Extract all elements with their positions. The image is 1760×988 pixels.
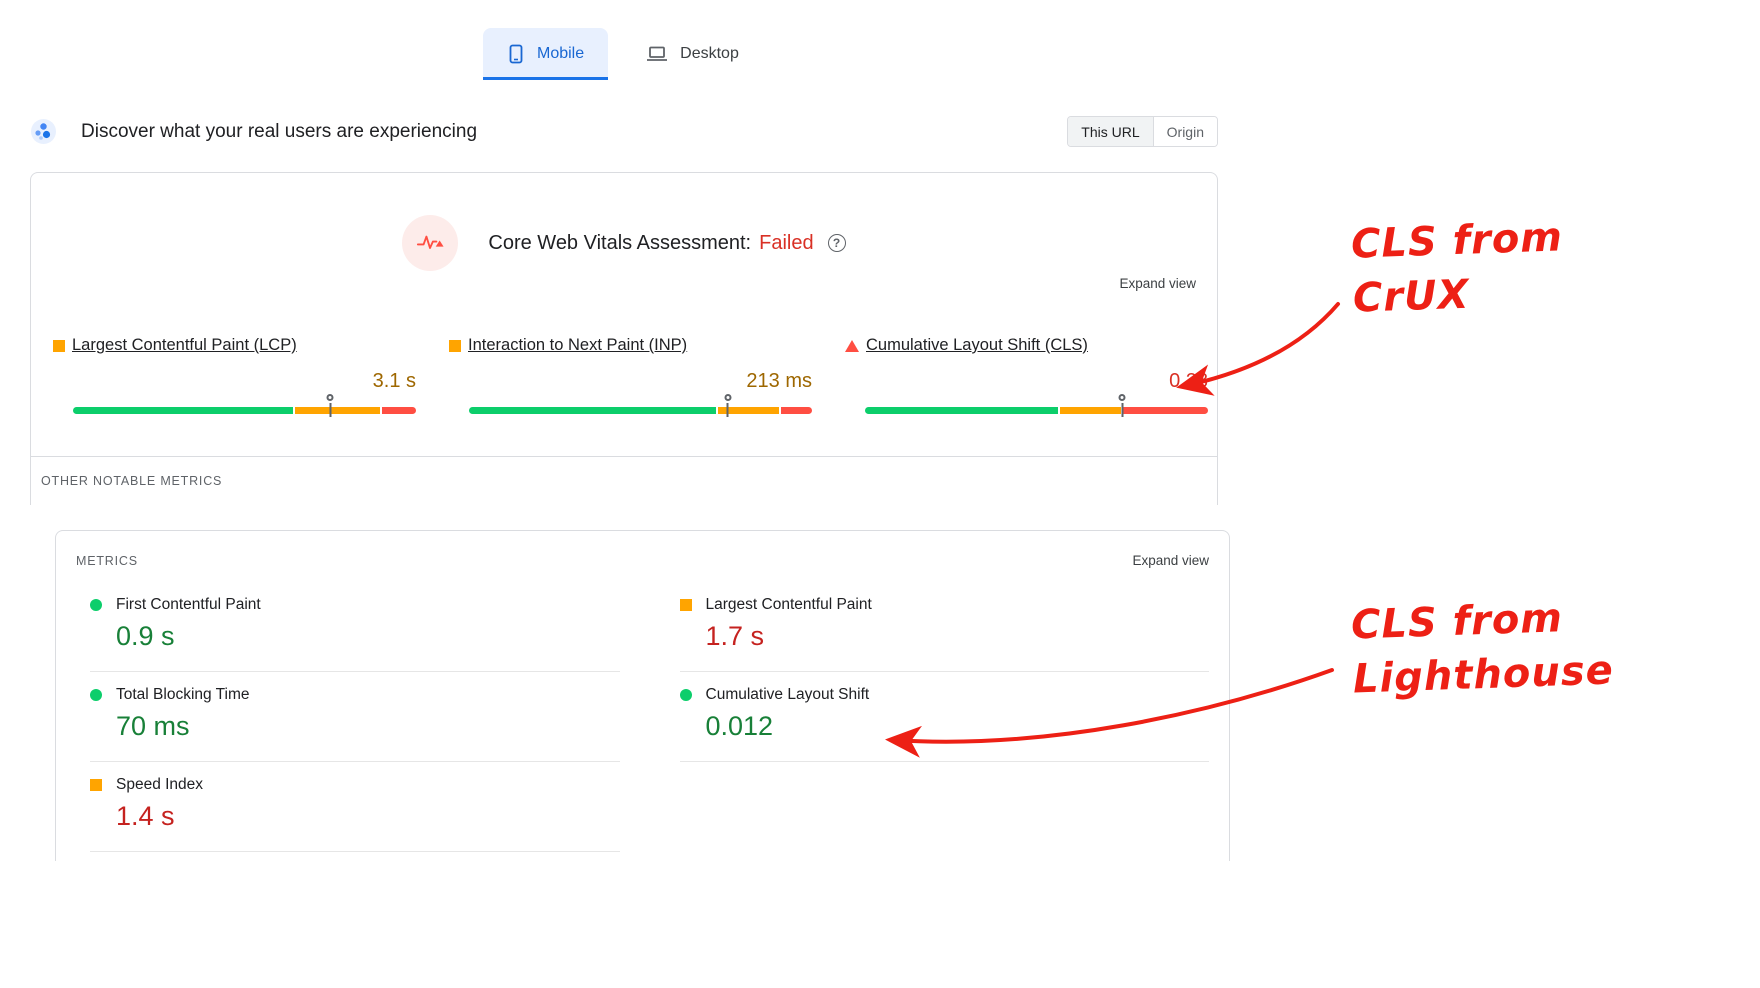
lab-metric-speed-index: Speed Index 1.4 s xyxy=(90,762,620,852)
fcp-status-icon xyxy=(90,599,102,611)
cls-poor-segment xyxy=(1123,407,1208,414)
tab-desktop-label: Desktop xyxy=(680,45,739,62)
cls-percentile-marker xyxy=(1118,394,1126,401)
lcp-status-icon xyxy=(53,339,65,352)
annotation-lighthouse-line1: CLS from xyxy=(1350,595,1564,649)
inp-needs-improvement-segment xyxy=(718,407,780,414)
core-web-vitals-card: Core Web Vitals Assessment: Failed ? Exp… xyxy=(30,172,1218,505)
mobile-phone-icon xyxy=(507,44,525,64)
desktop-laptop-icon xyxy=(646,45,668,63)
speed-index-value: 1.4 s xyxy=(116,801,175,831)
tbt-label: Total Blocking Time xyxy=(116,686,250,703)
lab-right-column: Largest Contentful Paint 1.7 s Cumulativ… xyxy=(679,582,1209,852)
tab-mobile-label: Mobile xyxy=(537,45,585,62)
tab-mobile[interactable]: Mobile xyxy=(483,28,609,80)
inp-poor-segment xyxy=(781,407,812,414)
inp-distribution-bar xyxy=(469,394,812,414)
fcp-value: 0.9 s xyxy=(116,621,175,651)
cls-status-icon xyxy=(845,339,859,352)
lcp-poor-segment xyxy=(382,407,416,414)
lcp-percentile-marker xyxy=(326,394,334,401)
lab-lcp-status-icon xyxy=(679,599,692,611)
crux-logo-icon xyxy=(30,118,57,145)
help-icon[interactable]: ? xyxy=(827,234,846,252)
inp-p75-value: 213 ms xyxy=(746,370,812,392)
lcp-needs-improvement-segment xyxy=(295,407,381,414)
cls-metric-link[interactable]: Cumulative Layout Shift (CLS) xyxy=(866,336,1088,354)
device-tabs: Mobile Desktop xyxy=(483,28,763,80)
cls-distribution-bar xyxy=(865,394,1208,414)
lab-metric-fcp: First Contentful Paint 0.9 s xyxy=(90,582,620,672)
lab-metric-tbt: Total Blocking Time 70 ms xyxy=(90,672,620,762)
field-card-divider xyxy=(31,456,1217,457)
lcp-good-segment xyxy=(73,407,294,414)
inp-metric-link[interactable]: Interaction to Next Paint (INP) xyxy=(468,336,688,354)
assessment-failed-icon xyxy=(402,215,459,271)
lab-metric-lcp: Largest Contentful Paint 1.7 s xyxy=(679,582,1209,672)
lab-expand-view-link[interactable]: Expand view xyxy=(1132,553,1209,568)
cwv-metric-lcp: Largest Contentful Paint (LCP) 3.1 s xyxy=(53,336,416,414)
metrics-section-label: METRICS xyxy=(76,553,138,568)
lab-cls-label: Cumulative Layout Shift xyxy=(705,686,870,703)
lcp-distribution-bar xyxy=(73,394,416,414)
lab-cls-value: 0.012 xyxy=(705,711,774,741)
annotation-crux-line2: CrUX xyxy=(1352,271,1471,322)
scope-this-url-button[interactable]: This URL xyxy=(1068,117,1154,146)
cls-good-segment xyxy=(865,407,1059,414)
lab-metric-cls: Cumulative Layout Shift 0.012 xyxy=(679,672,1209,762)
lab-metrics-grid: First Contentful Paint 0.9 s Total Block… xyxy=(90,582,1209,852)
fcp-label: First Contentful Paint xyxy=(116,596,261,613)
cls-needs-improvement-segment xyxy=(1060,407,1122,414)
scope-toggle: This URL Origin xyxy=(1067,116,1218,147)
cwv-metrics-row: Largest Contentful Paint (LCP) 3.1 s Int… xyxy=(53,336,1208,414)
field-section-title: Discover what your real users are experi… xyxy=(81,120,478,142)
lab-left-column: First Contentful Paint 0.9 s Total Block… xyxy=(90,582,620,852)
lab-cls-status-icon xyxy=(679,689,692,701)
field-expand-view-link[interactable]: Expand view xyxy=(1119,276,1196,291)
lcp-metric-link[interactable]: Largest Contentful Paint (LCP) xyxy=(72,336,297,354)
annotation-cls-from-crux: CLS from CrUX xyxy=(1350,210,1566,325)
tbt-value: 70 ms xyxy=(116,711,190,741)
lighthouse-metrics-card: METRICS Expand view First Contentful Pai… xyxy=(55,530,1230,861)
annotation-crux-line1: CLS from xyxy=(1350,214,1564,268)
lab-metrics-header: METRICS Expand view xyxy=(76,553,1209,568)
annotation-cls-from-lighthouse: CLS from Lighthouse xyxy=(1350,589,1614,706)
inp-status-icon xyxy=(449,339,461,352)
inp-good-segment xyxy=(469,407,717,414)
tbt-status-icon xyxy=(90,689,102,701)
cwv-metric-cls: Cumulative Layout Shift (CLS) 0.28 xyxy=(845,336,1208,414)
assessment-value: Failed xyxy=(759,231,814,254)
assessment-label: Core Web Vitals Assessment: xyxy=(488,231,752,254)
other-notable-metrics-label: OTHER NOTABLE METRICS xyxy=(41,474,223,488)
speed-index-label: Speed Index xyxy=(116,776,204,793)
cwv-metric-inp: Interaction to Next Paint (INP) 213 ms xyxy=(449,336,812,414)
speed-index-status-icon xyxy=(90,779,102,791)
scope-origin-button[interactable]: Origin xyxy=(1153,117,1217,146)
lcp-p75-value: 3.1 s xyxy=(372,370,416,392)
lab-lcp-label: Largest Contentful Paint xyxy=(705,596,872,613)
field-data-header: Discover what your real users are experi… xyxy=(30,116,1218,147)
tab-desktop[interactable]: Desktop xyxy=(622,28,763,80)
cls-p75-value: 0.28 xyxy=(1169,370,1208,392)
cwv-assessment: Core Web Vitals Assessment: Failed ? xyxy=(31,215,1217,271)
lab-lcp-value: 1.7 s xyxy=(705,621,765,651)
inp-percentile-marker xyxy=(724,394,732,401)
annotation-lighthouse-line2: Lighthouse xyxy=(1352,647,1615,703)
